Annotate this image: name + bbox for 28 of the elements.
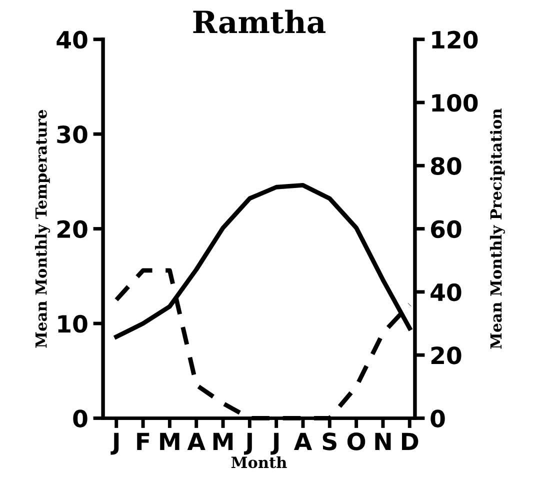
x-tick-label: O: [347, 432, 366, 450]
y-axis-title: Mean Monthly Temperature: [35, 110, 50, 348]
y-tick-label: 20: [57, 220, 88, 238]
x-tick-label: M: [160, 432, 180, 450]
x-tick-label: J: [110, 432, 119, 455]
x-axis-title: Month: [231, 456, 287, 468]
x-tick-label: N: [375, 432, 391, 450]
y2-tick-label: 60: [431, 220, 462, 238]
x-tick-label: A: [294, 432, 312, 450]
y-tick-label: 10: [58, 314, 88, 333]
y2-tick-label: 100: [432, 94, 478, 112]
chart-title: Ramtha: [193, 10, 326, 34]
y-tick-label: 30: [57, 126, 88, 144]
y-tick-label: 40: [56, 30, 88, 49]
x-tick-label: J: [270, 432, 279, 455]
y2-axis-title: Mean Monthly Precipitation: [490, 108, 505, 349]
x-tick-label: J: [244, 432, 252, 455]
x-tick-label: S: [322, 432, 336, 450]
x-tick-label: F: [137, 432, 150, 450]
y2-tick-label: 0: [430, 410, 445, 428]
x-tick-label: M: [213, 432, 233, 450]
y2-tick-label: 20: [431, 346, 462, 364]
y-tick-label: 0: [73, 410, 88, 428]
x-tick-label: A: [187, 432, 206, 450]
y2-tick-label: 80: [430, 157, 462, 175]
y2-tick-label: 120: [432, 30, 478, 49]
x-tick-label: D: [402, 432, 418, 450]
y2-tick-label: 40: [430, 283, 462, 302]
